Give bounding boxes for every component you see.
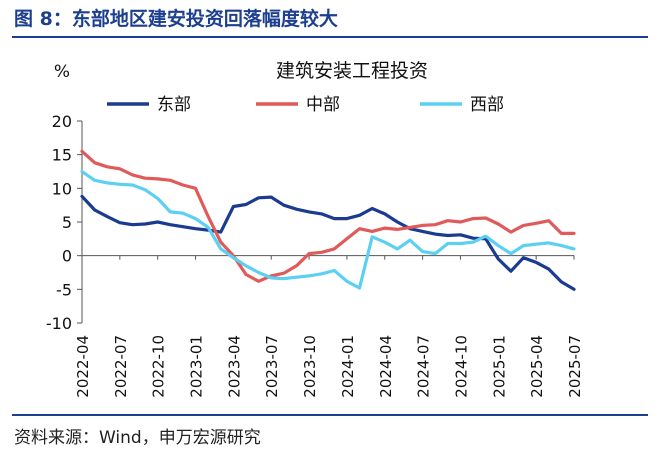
x-tick-label: 2024-10 [452, 335, 470, 398]
y-tick-label: -10 [46, 314, 72, 333]
y-tick-label: 20 [52, 112, 72, 131]
legend-label: 西部 [470, 95, 504, 115]
y-tick-label: -5 [56, 280, 72, 299]
x-tick-label: 2024-07 [415, 335, 433, 398]
x-tick-label: 2025-04 [528, 335, 546, 398]
legend-label: 东部 [157, 95, 191, 115]
x-axis: 2022-04 2022-07 2022-10 2023-01 2023-04 2023-… [74, 255, 584, 398]
x-tick-label: 2024-01 [339, 335, 357, 398]
y-tick-label: 15 [52, 146, 72, 165]
series-line-3 [80, 169, 576, 290]
y-axis: 20 15 10 5 0 -5 -10 [46, 112, 83, 333]
chart-title: 建筑安装工程投资 [276, 60, 428, 82]
y-axis-unit: % [54, 62, 70, 82]
x-tick-label: 2023-10 [301, 335, 319, 398]
figure-title: 图 8：东部地区建安投资回落幅度较大 [14, 8, 338, 30]
x-tick-label: 2022-07 [112, 335, 130, 398]
legend: 东部 中部 西部 [107, 95, 504, 115]
top-rule [12, 36, 648, 38]
x-tick-label: 2025-07 [566, 335, 584, 398]
y-tick-label: 10 [52, 179, 72, 198]
x-tick-label: 2023-04 [225, 335, 243, 398]
x-tick-label: 2022-10 [150, 335, 168, 398]
y-tick-label: 0 [62, 247, 72, 266]
bottom-rule [12, 414, 648, 416]
x-tick-label: 2024-04 [377, 335, 395, 398]
x-tick-label: 2023-07 [263, 335, 281, 398]
series-line-1 [80, 194, 576, 291]
series-line-2 [80, 149, 576, 283]
legend-label: 中部 [306, 95, 340, 115]
series-layer [80, 149, 576, 291]
source-note: 资料来源：Wind，申万宏源研究 [14, 428, 261, 448]
y-tick-label: 5 [62, 213, 72, 232]
x-tick-label: 2025-01 [490, 335, 508, 398]
x-tick-label: 2022-04 [74, 335, 92, 398]
x-tick-label: 2023-01 [188, 335, 206, 398]
